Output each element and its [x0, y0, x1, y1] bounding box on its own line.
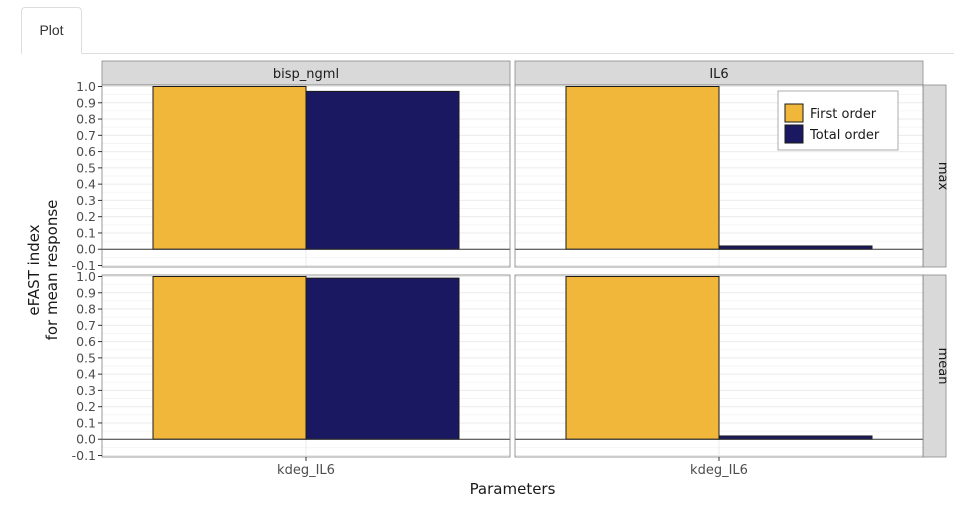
facet-label-column: IL6 [709, 67, 728, 82]
facet-strip-bisp-ngml [101, 60, 511, 86]
y-tick-label: 0.4 [76, 177, 96, 192]
tab-plot[interactable]: Plot [21, 7, 82, 54]
y-axis-title-line-2: for mean response [43, 200, 61, 341]
y-tick-label: 0.6 [76, 334, 96, 349]
y-tick-label: 0.1 [76, 415, 96, 430]
y-tick-label: 0.9 [76, 285, 96, 300]
x-axis-title: Parameters [470, 480, 556, 498]
y-tick-label: 0.3 [76, 193, 96, 208]
y-tick-label: 0.5 [76, 160, 96, 175]
legend-label-total-order: Total order [809, 128, 880, 143]
y-tick-label: 0.2 [76, 399, 96, 414]
y-axis-title-line-1: eFAST index [25, 224, 43, 315]
y-tick-label: 0.7 [76, 128, 96, 143]
legend-key-total-order [784, 124, 804, 144]
y-tick-label: 0.0 [76, 242, 96, 257]
y-tick-label: -0.1 [72, 258, 96, 273]
facet-label-row: max [935, 162, 950, 191]
y-tick-label: 0.2 [76, 209, 96, 224]
y-tick-label: 1.0 [76, 269, 96, 284]
bar-total-order [305, 277, 460, 440]
y-tick-label: 0.1 [76, 225, 96, 240]
y-tick-label: 0.5 [76, 350, 96, 365]
panel-border [514, 84, 924, 268]
facet-strip-il6 [514, 60, 924, 86]
y-tick-label: 1.0 [76, 79, 96, 94]
y-tick-label: 0.0 [76, 432, 96, 447]
y-tick-label: -0.1 [72, 448, 96, 463]
tab-bar-divider [22, 53, 954, 54]
y-tick-label: 0.7 [76, 318, 96, 333]
bar-first-order [565, 86, 720, 250]
y-tick-label: 0.8 [76, 112, 96, 127]
y-tick-label: 0.3 [76, 383, 96, 398]
facet-label-row: mean [935, 348, 950, 385]
legend-key-first-order [784, 103, 804, 123]
bar-total-order [305, 90, 460, 250]
y-tick-label: 0.8 [76, 302, 96, 317]
legend-label-first-order: First order [810, 107, 877, 122]
facet-label-column: bisp_ngml [273, 67, 339, 82]
y-tick-label: 0.6 [76, 144, 96, 159]
bar-first-order [152, 86, 307, 250]
x-tick-label: kdeg_IL6 [277, 463, 335, 478]
y-tick-label: 0.4 [76, 367, 96, 382]
y-tick-label: 0.9 [76, 95, 96, 110]
panel-border [101, 84, 511, 268]
bar-first-order [152, 276, 307, 440]
x-tick-label: kdeg_IL6 [690, 463, 748, 478]
bar-first-order [565, 276, 720, 440]
tab-bar: Plot [0, 0, 978, 54]
